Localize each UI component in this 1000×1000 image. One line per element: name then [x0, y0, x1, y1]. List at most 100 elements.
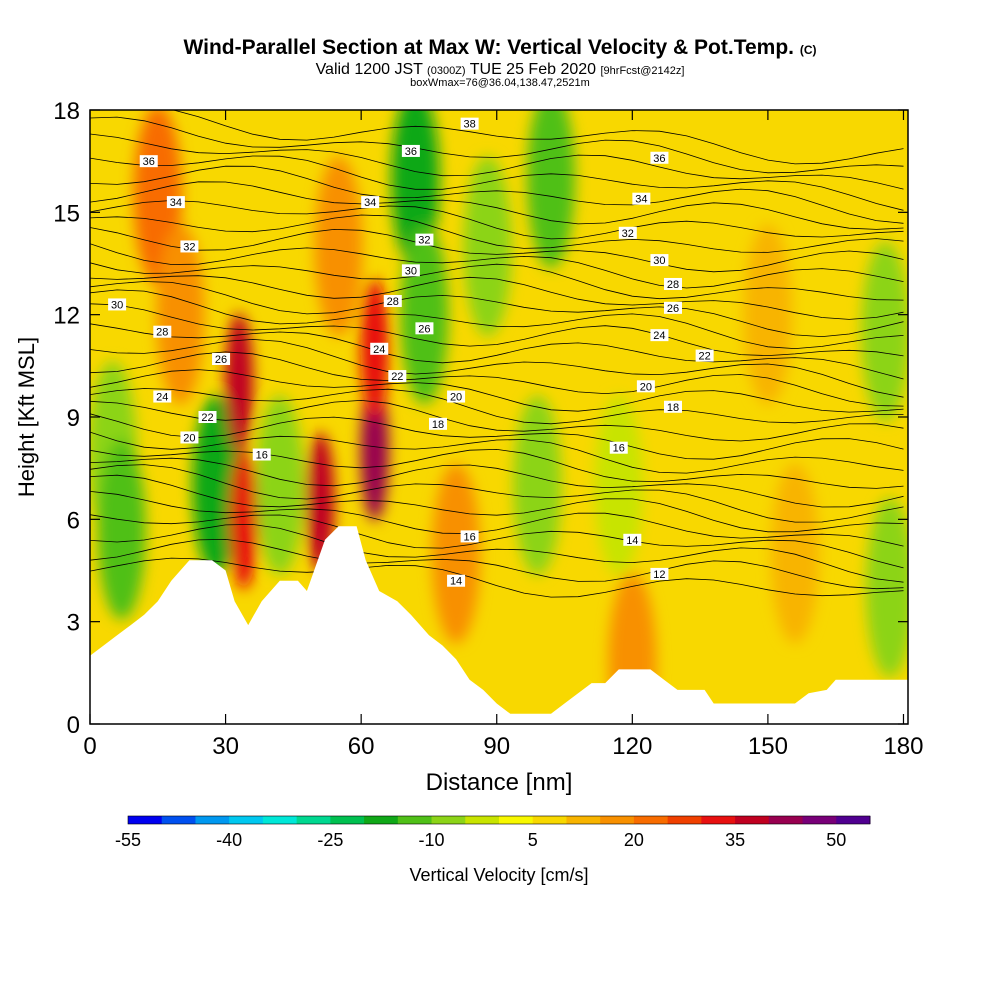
- contour-label-box: [695, 349, 714, 362]
- velocity-feature: [432, 463, 481, 644]
- contour-label-box: [415, 233, 434, 246]
- isentrope-line: [90, 165, 904, 224]
- isentrope-line: [90, 491, 904, 547]
- isentrope-contours: [90, 110, 904, 598]
- y-axis-label: Height [Kft MSL]: [14, 337, 39, 497]
- contour-label-text: 36: [653, 153, 665, 165]
- contour-label: 34: [361, 196, 380, 209]
- field-features: [90, 110, 908, 724]
- colorbar-swatch: [499, 816, 534, 824]
- velocity-feature: [861, 241, 908, 422]
- contour-label: 14: [623, 533, 642, 547]
- contour-label-text: 26: [667, 303, 679, 315]
- velocity-feature: [192, 395, 241, 576]
- colorbar-swatch: [330, 816, 365, 824]
- valid-date: TUE 25 Feb 2020: [469, 61, 597, 78]
- x-tick-label: 60: [348, 733, 375, 760]
- x-tick-label: 120: [612, 733, 652, 760]
- y-tick-label: 6: [67, 507, 80, 534]
- contour-label-box: [460, 117, 479, 130]
- contour-label-box: [650, 254, 669, 267]
- velocity-feature: [156, 224, 205, 405]
- contour-label-text: 20: [450, 392, 462, 404]
- isentrope-line: [90, 557, 904, 598]
- contour-labels: 3634323028262422201636343230282624222018…: [108, 117, 714, 588]
- contour-label-text: 18: [667, 402, 679, 414]
- contour-label: 26: [415, 322, 434, 335]
- colorbar-swatch: [633, 816, 669, 824]
- contour-label-text: 30: [405, 265, 417, 277]
- contour-label: 16: [609, 441, 628, 455]
- y-tick-label: 18: [53, 98, 80, 125]
- contour-label-text: 34: [635, 194, 647, 206]
- contour-label-text: 14: [450, 576, 462, 588]
- colorbar-swatch: [532, 816, 567, 824]
- isentrope-line: [90, 155, 904, 211]
- contour-label-box: [650, 567, 669, 580]
- isentrope-line: [90, 243, 904, 289]
- y-tick-label: 9: [67, 405, 80, 432]
- contour-label-box: [447, 390, 466, 403]
- contour-label: 28: [153, 325, 172, 339]
- contour-label: 20: [180, 431, 199, 444]
- colorbar-swatch: [296, 816, 331, 824]
- colorbar-tick-label: -40: [216, 830, 242, 850]
- contour-label-text: 36: [143, 156, 155, 168]
- contour-label: 30: [401, 264, 420, 277]
- isentrope-line: [90, 431, 904, 474]
- contour-label-text: 28: [156, 327, 168, 339]
- contour-label-text: 32: [418, 235, 430, 247]
- contour-label: 26: [212, 353, 231, 366]
- contour-label-box: [166, 196, 185, 209]
- x-tick-label: 150: [748, 733, 788, 760]
- contour-label: 16: [460, 530, 479, 543]
- contour-label-box: [153, 325, 172, 338]
- contour-label-box: [663, 400, 682, 413]
- isentrope-line: [90, 457, 904, 508]
- colorbar-tick-label: -25: [317, 830, 343, 850]
- isentrope-line: [90, 474, 904, 533]
- isentrope-line: [90, 227, 904, 273]
- x-axis-label: Distance [nm]: [426, 769, 573, 796]
- velocity-feature: [229, 449, 258, 590]
- velocity-feature: [97, 439, 146, 620]
- colorbar-swatch: [768, 816, 804, 824]
- contour-label-text: 28: [667, 279, 679, 291]
- contour-label-text: 36: [405, 146, 417, 158]
- isentrope-line: [90, 303, 904, 357]
- colorbar-frame: [127, 815, 871, 825]
- terrain-shape: [90, 526, 908, 724]
- copyright-mark: (C): [799, 43, 817, 57]
- contour-label-text: 16: [463, 531, 475, 543]
- contour-label-text: 22: [201, 412, 213, 424]
- contour-label-box: [180, 431, 199, 444]
- contour-label: 26: [663, 301, 682, 315]
- contour-label: 32: [415, 233, 434, 247]
- isentrope-line: [90, 351, 904, 407]
- contour-label-box: [401, 264, 420, 277]
- contour-label-text: 22: [699, 351, 711, 363]
- contour-label-box: [361, 196, 380, 209]
- contour-label: 20: [636, 380, 655, 393]
- colorbar-tick-label: 5: [528, 830, 538, 850]
- contour-label: 22: [198, 411, 217, 424]
- colorbar-swatch: [465, 816, 500, 824]
- velocity-feature: [360, 381, 389, 522]
- y-tick-label: 3: [67, 610, 80, 637]
- contour-label: 22: [388, 370, 407, 383]
- contour-label-box: [428, 417, 447, 430]
- isentrope-line: [90, 281, 904, 338]
- contour-label-text: 26: [418, 323, 430, 335]
- isentrope-line: [90, 388, 904, 425]
- isentrope-line: [90, 110, 904, 165]
- isentrope-line: [90, 399, 904, 442]
- colorbar-swatch: [802, 816, 837, 824]
- colorbar-swatch: [600, 816, 635, 824]
- colorbar-swatch: [397, 816, 433, 824]
- box-info-line: boxWmax=76@36.04,138.47,2521m: [410, 77, 590, 89]
- contour-label-box: [650, 329, 669, 342]
- contour-label: 20: [447, 390, 466, 404]
- contour-label-box: [650, 151, 669, 164]
- contour-label-text: 32: [183, 241, 195, 253]
